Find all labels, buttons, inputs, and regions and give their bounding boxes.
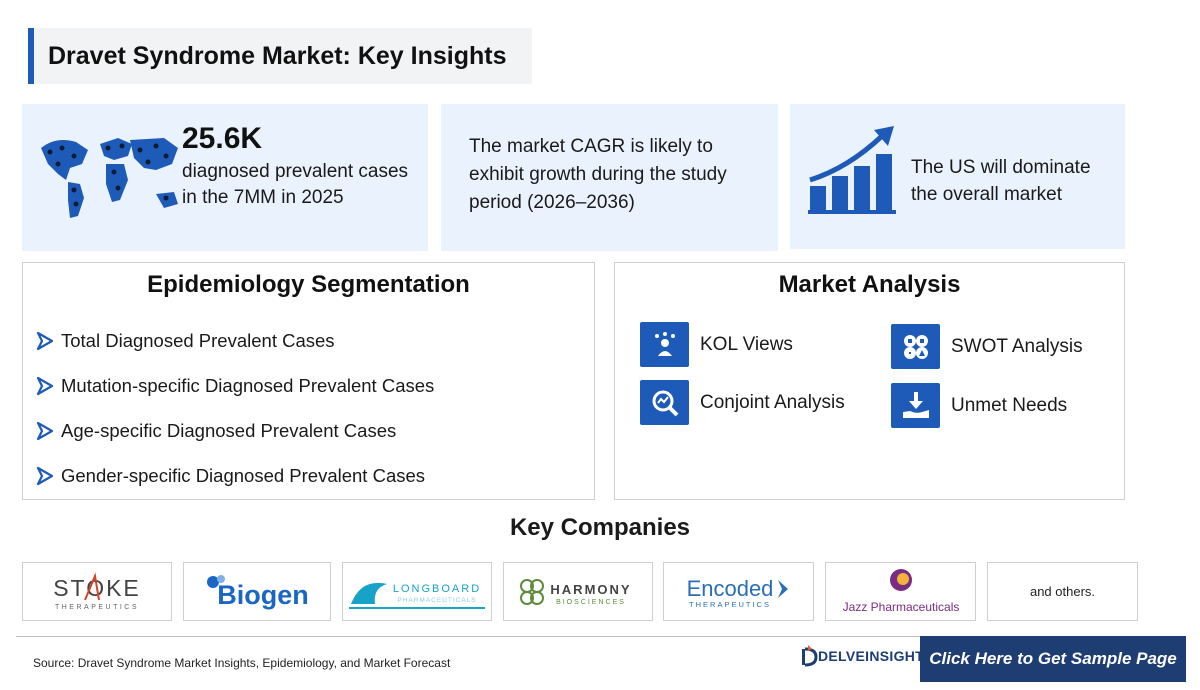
market-analysis-label: Unmet Needs bbox=[951, 394, 1068, 416]
market-analysis-title: Market Analysis bbox=[778, 271, 961, 298]
delveinsight-icon bbox=[802, 645, 818, 667]
list-item: Age-specific Diagnosed Prevalent Cases bbox=[35, 408, 434, 453]
source-text: Source: Dravet Syndrome Market Insights,… bbox=[33, 656, 451, 670]
market-analysis-item-swot: SWOT Analysis bbox=[891, 324, 1083, 369]
us-card: The US will dominate the overall market bbox=[790, 104, 1125, 249]
market-analysis-label: Conjoint Analysis bbox=[700, 391, 845, 413]
company-logo-stoke: STOKE THERAPEUTICS bbox=[22, 562, 172, 621]
company-logo-jazz: Jazz Pharmaceuticals bbox=[825, 562, 976, 621]
us-text: The US will dominate the overall market bbox=[911, 157, 1091, 205]
delveinsight-logo: DELVEINSIGHT bbox=[800, 645, 924, 667]
market-analysis-item-unmet-needs: Unmet Needs bbox=[891, 383, 1067, 428]
market-analysis-label: SWOT Analysis bbox=[951, 335, 1083, 357]
harmony-logo-name: HARMONY bbox=[550, 582, 631, 597]
harmony-logo-sub: BIOSCIENCES bbox=[556, 599, 626, 606]
swot-icon bbox=[891, 324, 940, 369]
stoke-logo-sub: THERAPEUTICS bbox=[55, 604, 139, 611]
market-analysis-item-conjoint: Conjoint Analysis bbox=[640, 380, 845, 425]
chevron-right-icon bbox=[36, 331, 54, 350]
list-item: Total Diagnosed Prevalent Cases bbox=[35, 318, 434, 363]
epidemiology-item-label: Gender-specific Diagnosed Prevalent Case… bbox=[61, 464, 426, 486]
key-companies-title: Key Companies bbox=[509, 514, 691, 541]
prevalence-text: diagnosed prevalent cases in the 7MM in … bbox=[182, 161, 409, 208]
list-item: Gender-specific Diagnosed Prevalent Case… bbox=[35, 453, 434, 498]
world-map-icon bbox=[41, 138, 178, 218]
conjoint-icon bbox=[640, 380, 689, 425]
company-logo-encoded: Encoded THERAPEUTICS bbox=[663, 562, 814, 621]
epidemiology-item-label: Age-specific Diagnosed Prevalent Cases bbox=[61, 419, 397, 441]
market-analysis-panel: Market Analysis KOL Views SWOT Analysis … bbox=[614, 262, 1125, 500]
company-logo-harmony: HARMONY BIOSCIENCES bbox=[503, 562, 653, 621]
market-analysis-label: KOL Views bbox=[700, 333, 793, 355]
kol-icon bbox=[640, 322, 689, 367]
unmet-needs-icon bbox=[891, 383, 940, 428]
others-label: and others. bbox=[1029, 584, 1096, 599]
delveinsight-wordmark: DELVEINSIGHT bbox=[818, 648, 925, 664]
epidemiology-title: Epidemiology Segmentation bbox=[147, 271, 470, 298]
company-others: and others. bbox=[987, 562, 1138, 621]
cagr-card: The market CAGR is likely to exhibit gro… bbox=[441, 104, 778, 251]
longboard-logo-name: LONGBOARD bbox=[393, 583, 481, 595]
footer-divider bbox=[16, 636, 1186, 637]
encoded-logo-sub: THERAPEUTICS bbox=[689, 600, 771, 609]
prevalence-card: 25.6K diagnosed prevalent cases in the 7… bbox=[22, 104, 428, 251]
company-logo-longboard: LONGBOARD PHARMACEUTICALS bbox=[342, 562, 492, 621]
market-analysis-item-kol: KOL Views bbox=[640, 322, 793, 367]
chevron-right-icon bbox=[36, 421, 54, 440]
title-box: Dravet Syndrome Market: Key Insights bbox=[28, 28, 532, 84]
chevron-right-icon bbox=[36, 376, 54, 395]
cagr-text: The market CAGR is likely to exhibit gro… bbox=[469, 136, 727, 213]
jazz-logo-name: Jazz Pharmaceuticals bbox=[842, 600, 959, 614]
biogen-logo-name: Biogen bbox=[217, 580, 309, 610]
list-item: Mutation-specific Diagnosed Prevalent Ca… bbox=[35, 363, 434, 408]
epidemiology-item-label: Mutation-specific Diagnosed Prevalent Ca… bbox=[61, 374, 435, 396]
epidemiology-item-label: Total Diagnosed Prevalent Cases bbox=[61, 329, 335, 351]
prevalence-value: 25.6K bbox=[182, 122, 263, 155]
sample-page-button[interactable]: Click Here to Get Sample Page bbox=[920, 636, 1186, 682]
growth-chart-icon bbox=[808, 126, 896, 214]
epidemiology-panel: Epidemiology Segmentation Total Diagnose… bbox=[22, 262, 595, 500]
chevron-right-icon bbox=[36, 466, 54, 485]
epidemiology-list: Total Diagnosed Prevalent Cases Mutation… bbox=[35, 318, 434, 498]
encoded-logo-name: Encoded bbox=[686, 576, 773, 601]
page-title: Dravet Syndrome Market: Key Insights bbox=[48, 41, 507, 70]
longboard-logo-sub: PHARMACEUTICALS bbox=[397, 597, 476, 604]
company-logo-biogen: Biogen bbox=[183, 562, 331, 621]
